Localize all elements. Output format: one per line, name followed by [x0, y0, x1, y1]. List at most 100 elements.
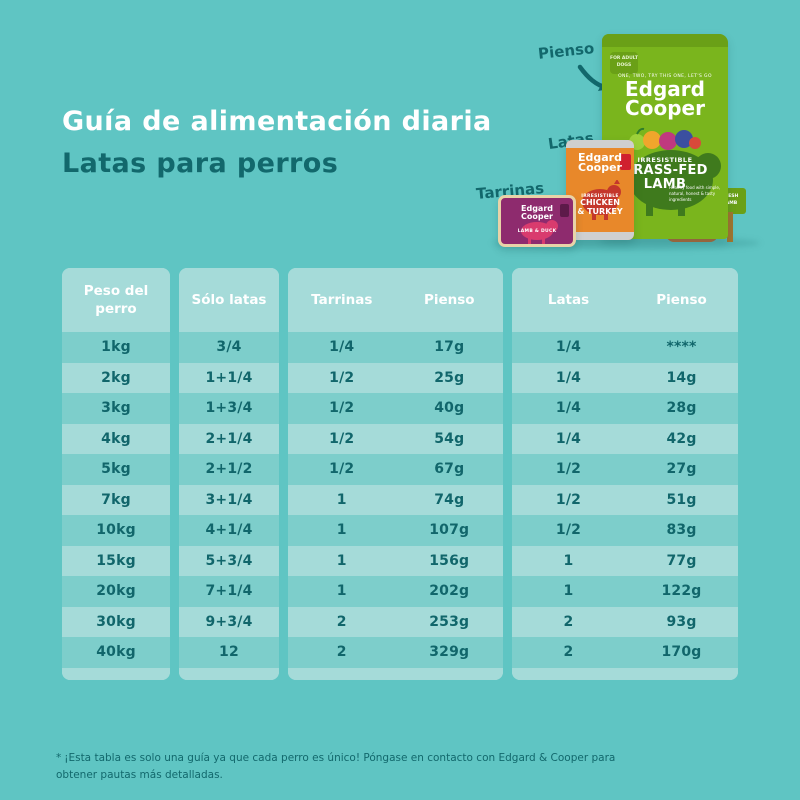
table-cell: ****: [666, 339, 697, 356]
table-cell: 2+1/2: [205, 461, 253, 478]
page-subtitle: Latas para perros: [62, 147, 339, 179]
can-brand-line-2: Cooper: [578, 161, 622, 175]
table-row: 1 107g: [288, 515, 503, 546]
table-row: 1/2 40g: [288, 393, 503, 424]
table-row: 3+1/4: [179, 484, 279, 515]
table-cell: 122g: [661, 583, 702, 600]
table-column-group-cans-and-kibble: Latas Pienso 1/4 **** 1/4 14g 1/4 28g 1/4 42g 1/2 2…: [512, 268, 738, 680]
table-row: 1/2 67g: [288, 454, 503, 485]
table-row: 1/4 17g: [288, 332, 503, 363]
tray-brand-logo: Edgard Cooper: [501, 205, 573, 220]
table-row: 9+3/4: [179, 606, 279, 637]
table-cell: 77g: [666, 552, 697, 569]
table-cell: 1/2: [329, 461, 355, 478]
table-cell: 1: [336, 491, 347, 508]
table-cell: 83g: [666, 522, 697, 539]
table-column-group-dog-weight: Peso del perro 1kg 2kg 3kg 4kg 5kg 7kg 10kg 15kg…: [62, 268, 170, 680]
table-row: 2+1/2: [179, 454, 279, 485]
column-header: Tarrinas: [311, 291, 373, 308]
bag-brand-line-2: Cooper: [625, 96, 705, 120]
table-cell: 74g: [434, 491, 465, 508]
table-cell: 1/4: [329, 339, 355, 356]
column-header: Pienso: [423, 291, 475, 308]
table-row: 1/4 28g: [512, 393, 738, 424]
table-row: 1+1/4: [179, 362, 279, 393]
table-row: 1/2 25g: [288, 362, 503, 393]
table-row: 5+3/4: [179, 545, 279, 576]
table-cell: 4+1/4: [205, 522, 253, 539]
table-row: 15kg: [62, 545, 170, 576]
lamb-silhouette-icon: [521, 220, 558, 244]
table-column-group-trays-and-kibble: Tarrinas Pienso 1/4 17g 1/2 25g 1/2 40g 1/2 54g 1/…: [288, 268, 503, 680]
table-cell: 1/2: [329, 369, 355, 386]
table-cell: 7kg: [101, 491, 131, 508]
table-cell: 1: [336, 522, 347, 539]
column-header: Sólo latas: [191, 291, 267, 308]
table-column-footer: [512, 667, 738, 680]
bag-top-fold: [602, 34, 728, 47]
table-cell: 20kg: [96, 583, 136, 600]
table-row: 1kg: [62, 332, 170, 363]
sign-post: [727, 212, 733, 242]
table-row: 1 77g: [512, 545, 738, 576]
bag-copy-text: Healthy food with simple, natural, hones…: [669, 185, 721, 202]
table-cell: 1/2: [555, 461, 582, 478]
bag-flavour-line-1: GRASS-FED: [622, 163, 708, 178]
table-cell: 5kg: [101, 461, 131, 478]
table-row: 1 122g: [512, 576, 738, 607]
column-header: Pienso: [656, 291, 707, 308]
table-cell: 1/2: [555, 491, 582, 508]
table-row: 1+3/4: [179, 393, 279, 424]
table-header-row: Sólo latas: [179, 268, 279, 332]
table-cell: 2: [336, 613, 347, 630]
bag-badge: FOR ADULT DOGS: [610, 52, 638, 74]
table-cell: 15kg: [96, 552, 136, 569]
tray-product: Edgard Cooper LAMB & DUCK: [498, 195, 576, 247]
can-rim-top: [566, 140, 634, 148]
tray-badge: [560, 204, 569, 217]
table-row: 1 156g: [288, 545, 503, 576]
bag-brand-logo: Edgard Cooper: [602, 77, 728, 120]
table-row: 1/2 54g: [288, 423, 503, 454]
table-row: 2 329g: [288, 637, 503, 668]
table-cell: 3/4: [216, 339, 242, 356]
table-row: 1/4 ****: [512, 332, 738, 363]
table-cell: 7+1/4: [205, 583, 253, 600]
table-row: 1 74g: [288, 484, 503, 515]
table-row: 1 202g: [288, 576, 503, 607]
can-brand-line-1: Edgard: [578, 151, 622, 164]
table-cell: 51g: [666, 491, 697, 508]
table-cell: 12: [219, 644, 239, 661]
tray-flavour: LAMB & DUCK: [517, 229, 557, 234]
table-row: 10kg: [62, 515, 170, 546]
product-illustration: Pienso Latas Tarrinas FRESH LAMB: [470, 20, 790, 260]
bag-brand-line-1: Edgard: [625, 77, 705, 101]
bag-flavour-line-2: LAMB: [643, 176, 687, 192]
table-cell: 1/4: [555, 400, 582, 417]
table-cell: 27g: [666, 461, 697, 478]
column-header: Latas: [547, 291, 590, 308]
table-row: 40kg: [62, 637, 170, 668]
table-cell: 1/2: [555, 522, 582, 539]
footnote-marker: *: [56, 752, 62, 764]
can-flavour-line-1: CHICKEN: [580, 198, 620, 207]
tray-brand-line-1: Edgard: [521, 204, 553, 213]
table-row: 3kg: [62, 393, 170, 424]
can-brand-logo: Edgard Cooper: [566, 151, 634, 175]
table-cell: 1: [563, 583, 574, 600]
vegetables-icon: [629, 127, 701, 150]
page-title: Guía de alimentación diaria: [62, 106, 492, 137]
table-cell: 3kg: [101, 400, 131, 417]
table-cell: 107g: [429, 522, 470, 539]
table-cell: 42g: [666, 430, 697, 447]
can-product: Edgard Cooper IRRESISTIBLE CHICKEN & TUR…: [566, 140, 634, 240]
table-cell: 2+1/4: [205, 430, 253, 447]
can-flavour-line-2: & TURKEY: [577, 206, 623, 216]
table-cell: 202g: [429, 583, 470, 600]
table-cell: 156g: [429, 552, 470, 569]
table-cell: 1+1/4: [205, 369, 253, 386]
table-cell: 14g: [666, 369, 697, 386]
table-cell: 30kg: [96, 613, 136, 630]
tray-brand-line-2: Cooper: [521, 211, 553, 221]
table-cell: 1/4: [555, 369, 582, 386]
